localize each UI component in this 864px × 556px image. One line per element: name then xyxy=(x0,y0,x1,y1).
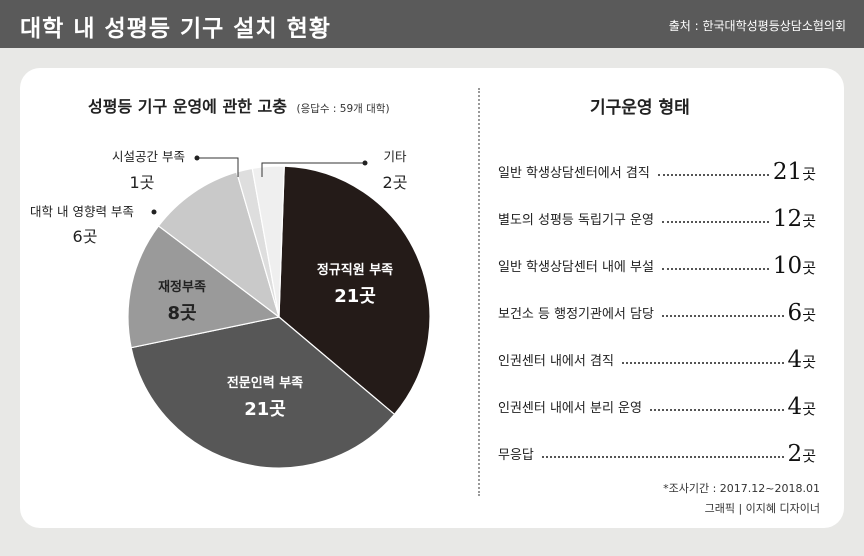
slice-label-influence: 대학 내 영향력 부족 xyxy=(30,204,134,219)
leader-dot xyxy=(151,209,157,215)
list-item-value: 2곳 xyxy=(787,440,816,467)
panel-divider xyxy=(478,88,480,496)
list-item: 일반 학생상담센터 내에 부설 10곳 xyxy=(498,242,816,289)
pie-slices xyxy=(127,165,431,469)
pie-slice-regular-staff xyxy=(278,165,431,416)
slice-value-influence: 6곳 xyxy=(73,227,98,246)
slice-label-regular-staff: 정규직원 부족 xyxy=(317,262,393,278)
pie-chart-title: 성평등 기구 운영에 관한 고충 (응답수 : 59개 대학) xyxy=(88,93,390,117)
list-title: 기구운영 형태 xyxy=(590,98,690,118)
list-item-label: 보건소 등 행정기관에서 담당 xyxy=(498,307,654,322)
leader-dots xyxy=(661,220,769,223)
pie-slice-budget xyxy=(127,225,281,349)
survey-period-note: *조사기간 : 2017.12~2018.01 xyxy=(663,482,820,495)
leader-dots xyxy=(541,455,784,458)
list-item: 보건소 등 행정기관에서 담당 6곳 xyxy=(498,289,816,336)
list-item: 인권센터 내에서 겸직 4곳 xyxy=(498,336,816,383)
slice-label-space: 시설공간 부족 xyxy=(112,149,185,164)
leader-dots xyxy=(649,408,784,411)
header-bar: 대학 내 성평등 기구 설치 현황 출처 : 한국대학성평등상담소협의회 xyxy=(0,0,864,48)
list-item-label: 별도의 성평등 독립기구 운영 xyxy=(498,213,654,228)
list-item-label: 무응답 xyxy=(498,448,534,463)
list-item: 무응답 2곳 xyxy=(498,430,816,477)
list-item-label: 인권센터 내에서 겸직 xyxy=(498,354,614,369)
list-item-value: 6곳 xyxy=(787,299,816,326)
list-item-value: 4곳 xyxy=(787,346,816,373)
leader-line xyxy=(197,157,239,177)
leader-dot xyxy=(362,160,368,166)
leader-dots xyxy=(621,361,784,364)
slice-label-expert-staff: 전문인력 부족 xyxy=(227,375,303,391)
slice-value-space: 1곳 xyxy=(130,173,155,192)
pie-slice-expert-staff xyxy=(130,316,396,469)
pie-slice-other xyxy=(251,165,285,318)
slice-label-other: 기타 xyxy=(383,149,407,164)
slice-value-other: 2곳 xyxy=(383,173,408,192)
leader-dots xyxy=(657,173,769,176)
leader-dots xyxy=(661,314,784,317)
pie-chart-subtitle: (응답수 : 59개 대학) xyxy=(296,103,390,115)
leader-dot xyxy=(194,155,200,161)
source-note: 출처 : 한국대학성평등상담소협의회 xyxy=(668,19,846,33)
pie-slice-influence xyxy=(157,171,281,319)
slice-value-expert-staff: 21곳 xyxy=(244,399,286,420)
slice-label-budget: 재정부족 xyxy=(158,279,206,295)
operation-type-list: 일반 학생상담센터에서 겸직 21곳 별도의 성평등 독립기구 운영 12곳 일… xyxy=(498,148,816,477)
list-item-value: 12곳 xyxy=(772,205,816,232)
list-item-label: 인권센터 내에서 분리 운영 xyxy=(498,401,642,416)
slice-value-budget: 8곳 xyxy=(167,303,196,324)
graphic-credit: 그래픽 | 이지혜 디자이너 xyxy=(704,502,820,515)
pie-chart-title-text: 성평등 기구 운영에 관한 고충 xyxy=(88,97,287,116)
list-item-label: 일반 학생상담센터 내에 부설 xyxy=(498,260,654,275)
list-item-value: 10곳 xyxy=(772,252,816,279)
list-item: 일반 학생상담센터에서 겸직 21곳 xyxy=(498,148,816,195)
slice-value-regular-staff: 21곳 xyxy=(334,286,376,307)
list-item-label: 일반 학생상담센터에서 겸직 xyxy=(498,166,650,181)
list-item: 인권센터 내에서 분리 운영 4곳 xyxy=(498,383,816,430)
list-item-value: 21곳 xyxy=(772,158,816,185)
list-item-value: 4곳 xyxy=(787,393,816,420)
leader-dots xyxy=(661,267,769,270)
page-title: 대학 내 성평등 기구 설치 현황 xyxy=(20,16,331,42)
leader-line xyxy=(261,162,365,177)
list-item: 별도의 성평등 독립기구 운영 12곳 xyxy=(498,195,816,242)
